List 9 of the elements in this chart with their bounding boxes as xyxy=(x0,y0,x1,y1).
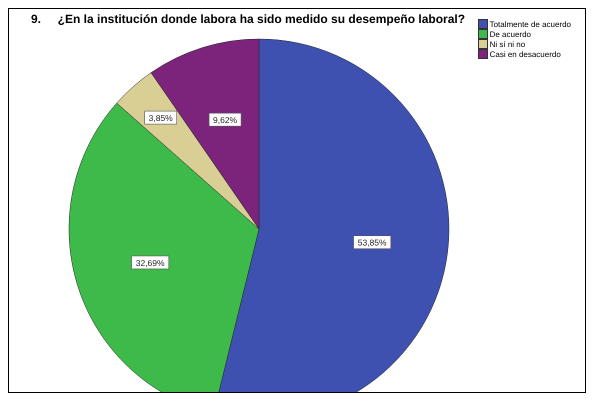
data-label: 9,62% xyxy=(213,115,238,126)
legend-label: Ni sí ni no xyxy=(490,40,526,48)
legend-label: Totalmente de acuerdo xyxy=(490,20,571,28)
data-label: 3,85% xyxy=(148,113,174,124)
legend-label: Casi en desacuerdo xyxy=(490,50,561,58)
chart-title: 9. ¿En la institución donde labora ha sido medido su desempeño laboral? xyxy=(31,12,466,26)
legend-label: De acuerdo xyxy=(490,30,531,38)
data-label: 32,69% xyxy=(136,258,166,268)
data-label: 53,85% xyxy=(358,238,388,248)
